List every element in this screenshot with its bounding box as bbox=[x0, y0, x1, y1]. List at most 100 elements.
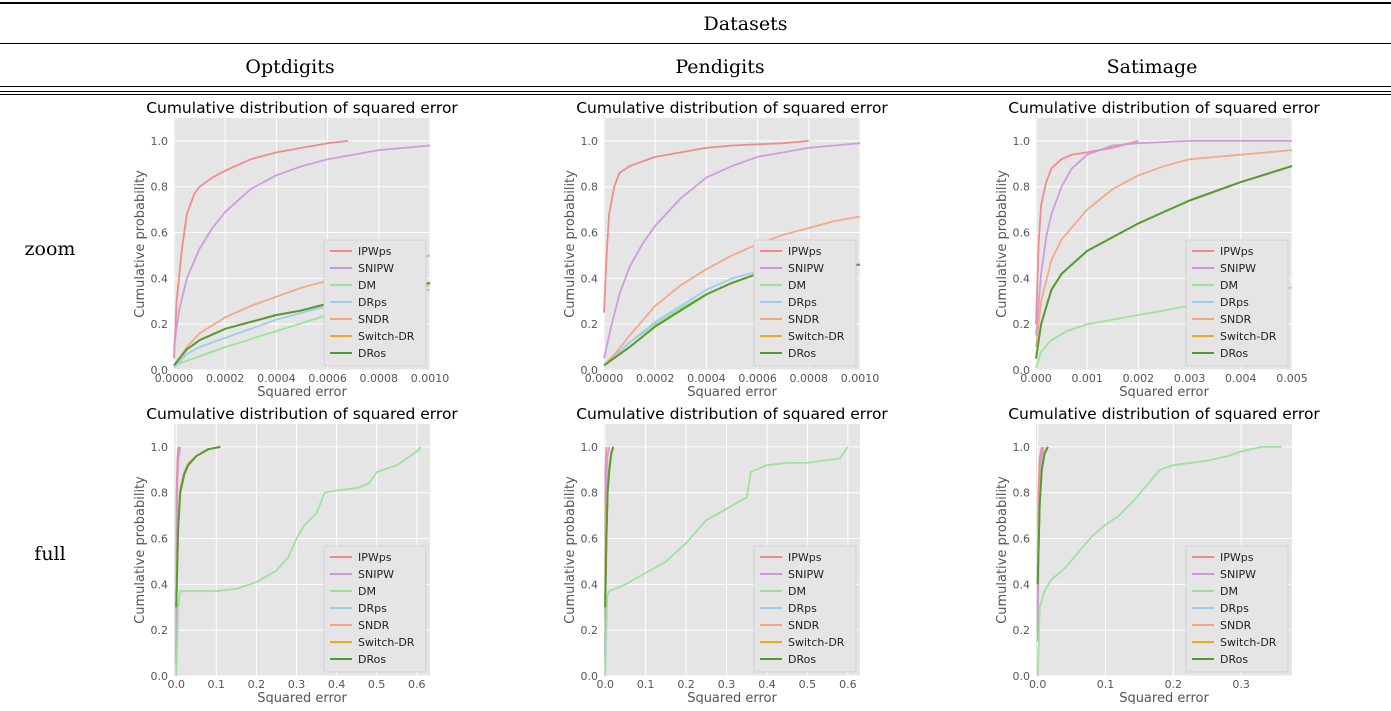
y-tick-label: 1.0 bbox=[151, 135, 169, 148]
series-line-dros bbox=[604, 446, 615, 608]
legend-box bbox=[753, 239, 857, 367]
y-axis-label: Cumulative probability bbox=[563, 170, 578, 318]
y-tick-label: 0.2 bbox=[151, 318, 169, 331]
legend-label-dros: DRos bbox=[358, 653, 386, 666]
column-header-optdigits: Optdigits bbox=[245, 56, 335, 78]
series-line-dm bbox=[604, 446, 849, 677]
x-tick-label: 0.0000 bbox=[585, 372, 624, 385]
legend-label-drps: DRps bbox=[788, 602, 817, 615]
x-tick-label: 0.005 bbox=[1276, 372, 1308, 385]
y-tick-label: 0.6 bbox=[151, 227, 169, 240]
legend-label-snipw: SNIPW bbox=[788, 568, 824, 581]
legend: IPWps SNIPW DM DRps SNDR Switch-DR DRos bbox=[753, 545, 857, 673]
legend-label-switch-dr: Switch-DR bbox=[788, 330, 845, 343]
x-tick-label: 0.0 bbox=[596, 678, 614, 691]
legend-label-sndr: SNDR bbox=[788, 619, 820, 632]
chart-svg: 0.000 0.001 0.002 0.003 0.004 0.005 0.0 0.2 0.4 0… bbox=[995, 99, 1320, 398]
datasets-header: Datasets bbox=[703, 13, 788, 35]
y-tick-label: 0.4 bbox=[151, 272, 169, 285]
x-axis-label: Squared error bbox=[1119, 691, 1209, 704]
x-tick-label: 0.0002 bbox=[206, 372, 245, 385]
legend-box bbox=[1185, 239, 1289, 367]
column-header-pendigits: Pendigits bbox=[675, 56, 765, 78]
top-rule bbox=[0, 2, 1391, 4]
legend-label-dm: DM bbox=[788, 279, 806, 292]
y-tick-label: 0.4 bbox=[581, 578, 599, 591]
chart-panel-full-optdigits: 0.0 0.1 0.2 0.3 0.4 0.5 0.6 0.0 0.2 0.4 0.6 0.8 1.0 C… bbox=[110, 404, 470, 704]
legend: IPWps SNIPW DM DRps SNDR Switch-DR DRos bbox=[1185, 239, 1289, 367]
legend-label-snipw: SNIPW bbox=[788, 262, 824, 275]
y-axis-label: Cumulative probability bbox=[133, 170, 148, 318]
legend-label-dros: DRos bbox=[788, 653, 816, 666]
chart-svg: 0.0 0.1 0.2 0.3 0.4 0.5 0.6 0.0 0.2 0.4 0.6 0.8 1.0 C… bbox=[563, 405, 888, 704]
x-tick-label: 0.0004 bbox=[687, 372, 726, 385]
y-tick-label: 0.0 bbox=[151, 670, 169, 683]
x-tick-label: 0.4 bbox=[758, 678, 776, 691]
x-tick-label: 0.0010 bbox=[841, 372, 880, 385]
x-axis-label: Squared error bbox=[687, 385, 777, 398]
y-tick-label: 0.8 bbox=[151, 487, 169, 500]
y-tick-label: 0.8 bbox=[581, 487, 599, 500]
x-tick-label: 0.0 bbox=[1029, 678, 1047, 691]
header-rule-2 bbox=[0, 86, 1391, 87]
y-tick-label: 0.4 bbox=[1013, 272, 1031, 285]
y-tick-label: 0.6 bbox=[581, 227, 599, 240]
row-label-zoom: zoom bbox=[24, 238, 76, 260]
legend: IPWps SNIPW DM DRps SNDR Switch-DR DRos bbox=[323, 239, 427, 367]
y-tick-label: 0.4 bbox=[1013, 578, 1031, 591]
chart-panel-full-pendigits: 0.0 0.1 0.2 0.3 0.4 0.5 0.6 0.0 0.2 0.4 0.6 0.8 1.0 C… bbox=[540, 404, 900, 704]
series-line-sndr bbox=[1035, 149, 1293, 348]
legend-label-dros: DRos bbox=[1220, 653, 1248, 666]
legend-label-ipwps: IPWps bbox=[788, 551, 822, 564]
header-rule-3b bbox=[0, 94, 1391, 95]
y-tick-label: 0.6 bbox=[1013, 227, 1031, 240]
legend-label-dm: DM bbox=[358, 279, 376, 292]
legend-label-ipwps: IPWps bbox=[358, 551, 392, 564]
y-tick-label: 0.8 bbox=[1013, 487, 1031, 500]
y-tick-label: 1.0 bbox=[581, 441, 599, 454]
series-line-ipwps bbox=[173, 140, 349, 359]
x-tick-label: 0.0000 bbox=[155, 372, 194, 385]
row-label-full: full bbox=[34, 543, 66, 565]
legend-label-ipwps: IPWps bbox=[1220, 551, 1254, 564]
legend-label-switch-dr: Switch-DR bbox=[358, 330, 415, 343]
y-tick-label: 0.2 bbox=[581, 318, 599, 331]
x-tick-label: 0.0010 bbox=[411, 372, 450, 385]
y-tick-label: 0.8 bbox=[1013, 181, 1031, 194]
x-tick-label: 0.5 bbox=[368, 678, 386, 691]
y-tick-label: 0.6 bbox=[581, 533, 599, 546]
legend-label-dm: DM bbox=[1220, 279, 1238, 292]
legend-label-dm: DM bbox=[1220, 585, 1238, 598]
chart-title: Cumulative distribution of squared error bbox=[146, 99, 458, 117]
x-axis-label: Squared error bbox=[257, 385, 347, 398]
legend-label-snipw: SNIPW bbox=[1220, 568, 1256, 581]
y-tick-label: 0.0 bbox=[581, 364, 599, 377]
legend-label-switch-dr: Switch-DR bbox=[788, 636, 845, 649]
x-tick-label: 0.000 bbox=[1020, 372, 1052, 385]
x-tick-label: 0.004 bbox=[1225, 372, 1257, 385]
y-tick-label: 0.0 bbox=[1013, 364, 1031, 377]
x-tick-label: 0.3 bbox=[718, 678, 736, 691]
legend-label-sndr: SNDR bbox=[358, 313, 390, 326]
legend-label-drps: DRps bbox=[358, 602, 387, 615]
column-header-satimage: Satimage bbox=[1106, 56, 1198, 78]
legend-label-snipw: SNIPW bbox=[358, 568, 394, 581]
series-line-snipw bbox=[173, 144, 431, 348]
legend-label-switch-dr: Switch-DR bbox=[1220, 636, 1277, 649]
y-tick-label: 0.8 bbox=[581, 181, 599, 194]
chart-title: Cumulative distribution of squared error bbox=[576, 99, 888, 117]
x-tick-label: 0.2 bbox=[248, 678, 266, 691]
y-tick-label: 0.2 bbox=[1013, 318, 1031, 331]
series-line-dros bbox=[175, 445, 221, 608]
y-tick-label: 0.2 bbox=[151, 624, 169, 637]
series-line-dros bbox=[1036, 446, 1049, 585]
legend-label-sndr: SNDR bbox=[788, 313, 820, 326]
x-tick-label: 0.0 bbox=[167, 678, 185, 691]
legend-label-snipw: SNIPW bbox=[358, 262, 394, 275]
legend-label-dros: DRos bbox=[358, 347, 386, 360]
header-rule-3a bbox=[0, 91, 1391, 92]
x-tick-label: 0.6 bbox=[839, 678, 857, 691]
series-line-snipw bbox=[1035, 140, 1292, 336]
header-rule-1 bbox=[0, 43, 1391, 44]
x-tick-label: 0.3 bbox=[288, 678, 306, 691]
